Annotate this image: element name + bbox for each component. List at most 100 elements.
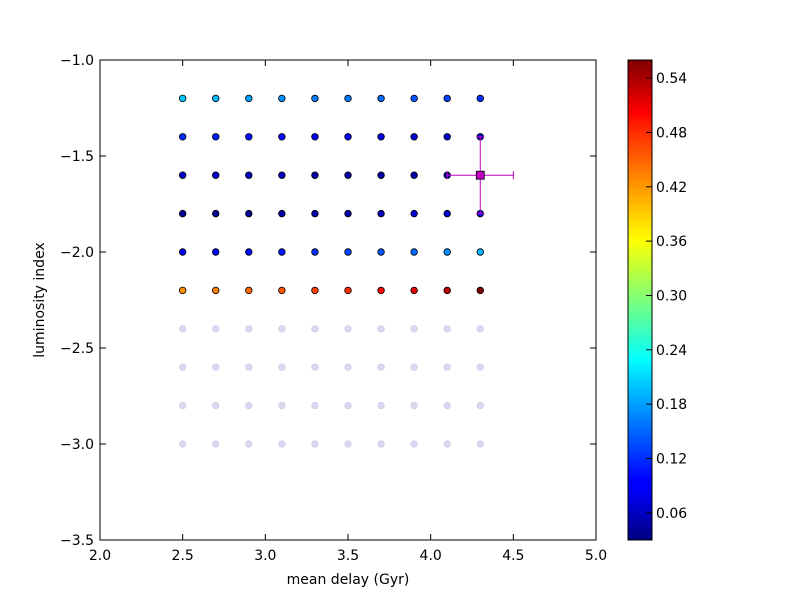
- x-tick-label: 4.0: [420, 548, 442, 564]
- faded-point: [344, 363, 352, 371]
- data-point: [443, 133, 451, 141]
- y-tick-label: −3.5: [60, 533, 94, 549]
- y-tick-label: −1.5: [60, 149, 94, 165]
- faded-point: [245, 440, 253, 448]
- faded-point: [179, 363, 187, 371]
- faded-point: [278, 363, 286, 371]
- data-point: [245, 133, 253, 141]
- data-point: [278, 94, 286, 103]
- y-axis-title: luminosity index: [32, 242, 48, 357]
- data-point: [410, 133, 418, 141]
- data-point: [178, 286, 187, 295]
- data-point: [311, 94, 319, 103]
- data-point: [311, 286, 319, 295]
- data-point: [377, 286, 385, 295]
- data-point: [377, 94, 385, 103]
- y-tick-label: −2.0: [60, 245, 94, 261]
- data-point: [410, 94, 418, 103]
- y-axis: −1.0 −1.5 −2.0 −2.5 −3.0 −3.5: [60, 53, 596, 549]
- faded-point: [245, 363, 253, 371]
- data-point: [245, 171, 253, 179]
- data-point: [178, 94, 187, 103]
- x-tick-label: 2.5: [172, 548, 194, 564]
- colorbar-tick-label: 0.42: [656, 180, 687, 196]
- faded-point: [410, 325, 418, 333]
- plot-frame: [99, 59, 597, 541]
- data-point: [178, 209, 187, 218]
- data-point: [311, 209, 319, 218]
- data-point: [344, 248, 352, 256]
- data-point: [245, 209, 253, 218]
- faded-point: [179, 402, 187, 410]
- x-tick-label: 2.0: [89, 548, 111, 564]
- colorbar-tick-label: 0.06: [656, 506, 687, 522]
- data-point: [410, 248, 418, 256]
- data-point: [344, 209, 352, 218]
- faded-point: [377, 440, 385, 448]
- faded-point: [476, 325, 484, 333]
- data-point: [344, 133, 352, 141]
- data-point: [476, 94, 484, 103]
- faded-point: [476, 363, 484, 371]
- y-tick-label: −3.0: [60, 437, 94, 453]
- x-tick-label: 3.0: [254, 548, 276, 564]
- colorbar-gradient: [628, 60, 652, 540]
- data-point: [178, 248, 187, 256]
- data-point: [178, 171, 187, 179]
- highlight-point: [446, 136, 514, 215]
- data-point: [476, 286, 484, 295]
- faded-point: [476, 440, 484, 448]
- colorbar-tick-label: 0.48: [656, 125, 687, 141]
- colorbar-tick-label: 0.18: [656, 397, 687, 413]
- data-point: [311, 133, 319, 141]
- data-point: [377, 209, 385, 218]
- data-point: [410, 286, 418, 295]
- data-point: [344, 94, 352, 103]
- data-point: [410, 171, 418, 179]
- faded-point: [212, 440, 220, 448]
- data-point: [178, 133, 187, 141]
- faded-point: [311, 325, 319, 333]
- data-point: [278, 248, 286, 256]
- colorbar-tick-label: 0.54: [656, 71, 687, 87]
- faded-point: [311, 402, 319, 410]
- faded-point: [344, 440, 352, 448]
- highlight-marker: [475, 170, 485, 180]
- data-point: [245, 286, 253, 295]
- data-points: [178, 94, 484, 448]
- faded-point: [212, 325, 220, 333]
- data-point: [344, 171, 352, 179]
- faded-point: [278, 440, 286, 448]
- x-tick-label: 4.5: [502, 548, 524, 564]
- faded-point: [377, 363, 385, 371]
- faded-point: [179, 325, 187, 333]
- faded-point: [311, 440, 319, 448]
- data-point: [377, 248, 385, 256]
- faded-point: [377, 402, 385, 410]
- data-point: [212, 286, 220, 295]
- colorbar-tick-label: 0.12: [656, 451, 687, 467]
- data-point: [245, 248, 253, 256]
- faded-point: [410, 440, 418, 448]
- faded-point: [410, 402, 418, 410]
- faded-point: [179, 440, 187, 448]
- faded-point: [410, 363, 418, 371]
- faded-point: [344, 402, 352, 410]
- faded-point: [377, 325, 385, 333]
- faded-point: [476, 402, 484, 410]
- faded-point: [278, 402, 286, 410]
- faded-point: [245, 325, 253, 333]
- data-point: [278, 133, 286, 141]
- data-point: [377, 133, 385, 141]
- data-point: [278, 286, 286, 295]
- faded-point: [212, 402, 220, 410]
- x-tick-label: 5.0: [585, 548, 607, 564]
- colorbar-tick-label: 0.36: [656, 234, 687, 250]
- data-point: [410, 209, 418, 218]
- y-tick-label: −1.0: [60, 53, 94, 69]
- faded-point: [245, 402, 253, 410]
- data-point: [476, 248, 484, 256]
- data-point: [443, 286, 451, 295]
- data-point: [212, 209, 220, 218]
